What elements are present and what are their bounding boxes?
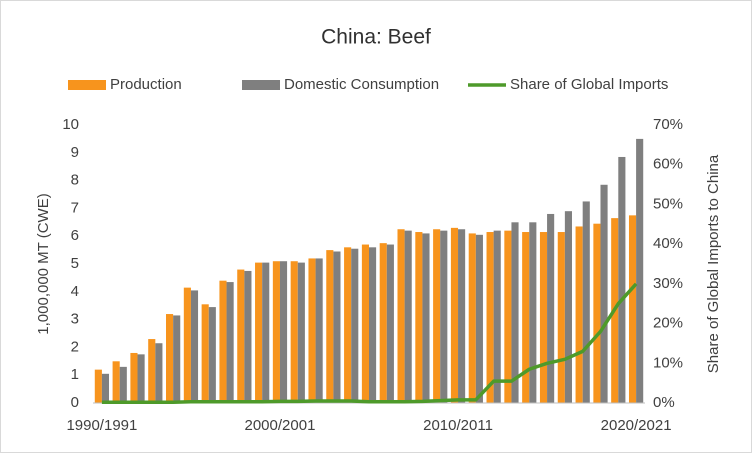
bar xyxy=(183,287,191,403)
bar xyxy=(440,230,448,403)
y2-tick-label: 70% xyxy=(653,116,683,133)
bar xyxy=(361,244,369,403)
y2-tick-label: 40% xyxy=(653,235,683,252)
x-tick-label: 2020/2021 xyxy=(601,417,672,434)
bar xyxy=(166,314,174,403)
bar xyxy=(226,282,234,403)
legend-label: Domestic Consumption xyxy=(284,76,439,93)
legend-label: Share of Global Imports xyxy=(510,76,668,93)
bar xyxy=(422,233,430,403)
bar xyxy=(208,307,216,403)
bar xyxy=(326,250,334,403)
bar xyxy=(290,261,298,403)
y-tick-label: 7 xyxy=(71,199,79,216)
bar xyxy=(219,280,227,403)
y-tick-label: 3 xyxy=(71,311,79,328)
bar xyxy=(628,215,637,403)
y-tick-label: 4 xyxy=(71,283,79,300)
y2-axis-label: Share of Global Imports to China xyxy=(705,154,722,373)
bar xyxy=(369,247,377,403)
bar xyxy=(255,262,263,403)
y-tick-label: 0 xyxy=(71,394,79,411)
bar xyxy=(344,247,352,403)
y2-tick-label: 30% xyxy=(653,275,683,292)
bar xyxy=(433,229,441,403)
legend-label: Production xyxy=(110,76,182,93)
bar xyxy=(262,262,270,403)
bar xyxy=(155,343,163,403)
legend-swatch xyxy=(68,80,106,90)
bar xyxy=(130,352,138,403)
bar xyxy=(351,248,359,403)
bar xyxy=(386,244,394,403)
y-tick-label: 10 xyxy=(62,116,79,133)
bar xyxy=(564,211,572,403)
bar xyxy=(593,223,601,403)
bar xyxy=(397,229,405,403)
bar xyxy=(618,156,626,403)
legend-swatch xyxy=(242,80,280,90)
chart-title: China: Beef xyxy=(321,26,431,49)
y-tick-label: 1 xyxy=(71,366,79,383)
bar xyxy=(511,222,519,403)
bar xyxy=(493,230,501,403)
y-axis-label: 1,000,000 MT (CWE) xyxy=(35,193,52,334)
bar xyxy=(237,269,245,403)
bar xyxy=(557,232,565,403)
bar xyxy=(315,258,323,403)
x-tick-label: 2000/2001 xyxy=(245,417,316,434)
bar xyxy=(522,232,530,403)
bar xyxy=(600,184,608,403)
y2-tick-label: 10% xyxy=(653,354,683,371)
y2-tick-label: 20% xyxy=(653,315,683,332)
bar xyxy=(529,222,537,403)
bar xyxy=(458,229,466,403)
bar xyxy=(308,258,316,403)
bar xyxy=(173,315,181,403)
y-tick-label: 5 xyxy=(71,255,79,272)
bar xyxy=(486,232,494,403)
bar xyxy=(201,304,209,403)
bar xyxy=(137,354,145,403)
bar xyxy=(404,230,412,403)
bar xyxy=(475,234,483,403)
bar xyxy=(244,270,252,403)
x-tick-label: 2010/2011 xyxy=(423,417,493,434)
bar xyxy=(575,226,583,403)
bar xyxy=(582,201,590,403)
bar xyxy=(297,262,305,403)
bar xyxy=(94,369,102,403)
bar xyxy=(148,339,156,403)
bar xyxy=(450,227,459,403)
bar xyxy=(468,233,476,403)
y-tick-label: 6 xyxy=(71,227,79,244)
y-tick-label: 9 xyxy=(71,144,79,161)
bar xyxy=(112,361,120,403)
bar xyxy=(272,261,280,403)
bar xyxy=(636,138,644,403)
bar xyxy=(539,232,548,403)
line xyxy=(101,282,638,404)
y2-tick-label: 60% xyxy=(653,156,683,173)
bar xyxy=(101,373,110,403)
y-tick-label: 2 xyxy=(71,338,79,355)
bar xyxy=(119,366,127,403)
y2-tick-label: 0% xyxy=(653,394,675,411)
bar xyxy=(333,251,341,403)
bar xyxy=(415,232,423,403)
bar xyxy=(190,290,199,403)
bar xyxy=(547,213,555,403)
x-tick-label: 1990/1991 xyxy=(66,417,137,434)
bar xyxy=(379,243,387,403)
y-tick-label: 8 xyxy=(71,172,79,189)
y2-tick-label: 50% xyxy=(653,195,683,212)
bar xyxy=(279,261,288,403)
bar xyxy=(504,230,512,403)
